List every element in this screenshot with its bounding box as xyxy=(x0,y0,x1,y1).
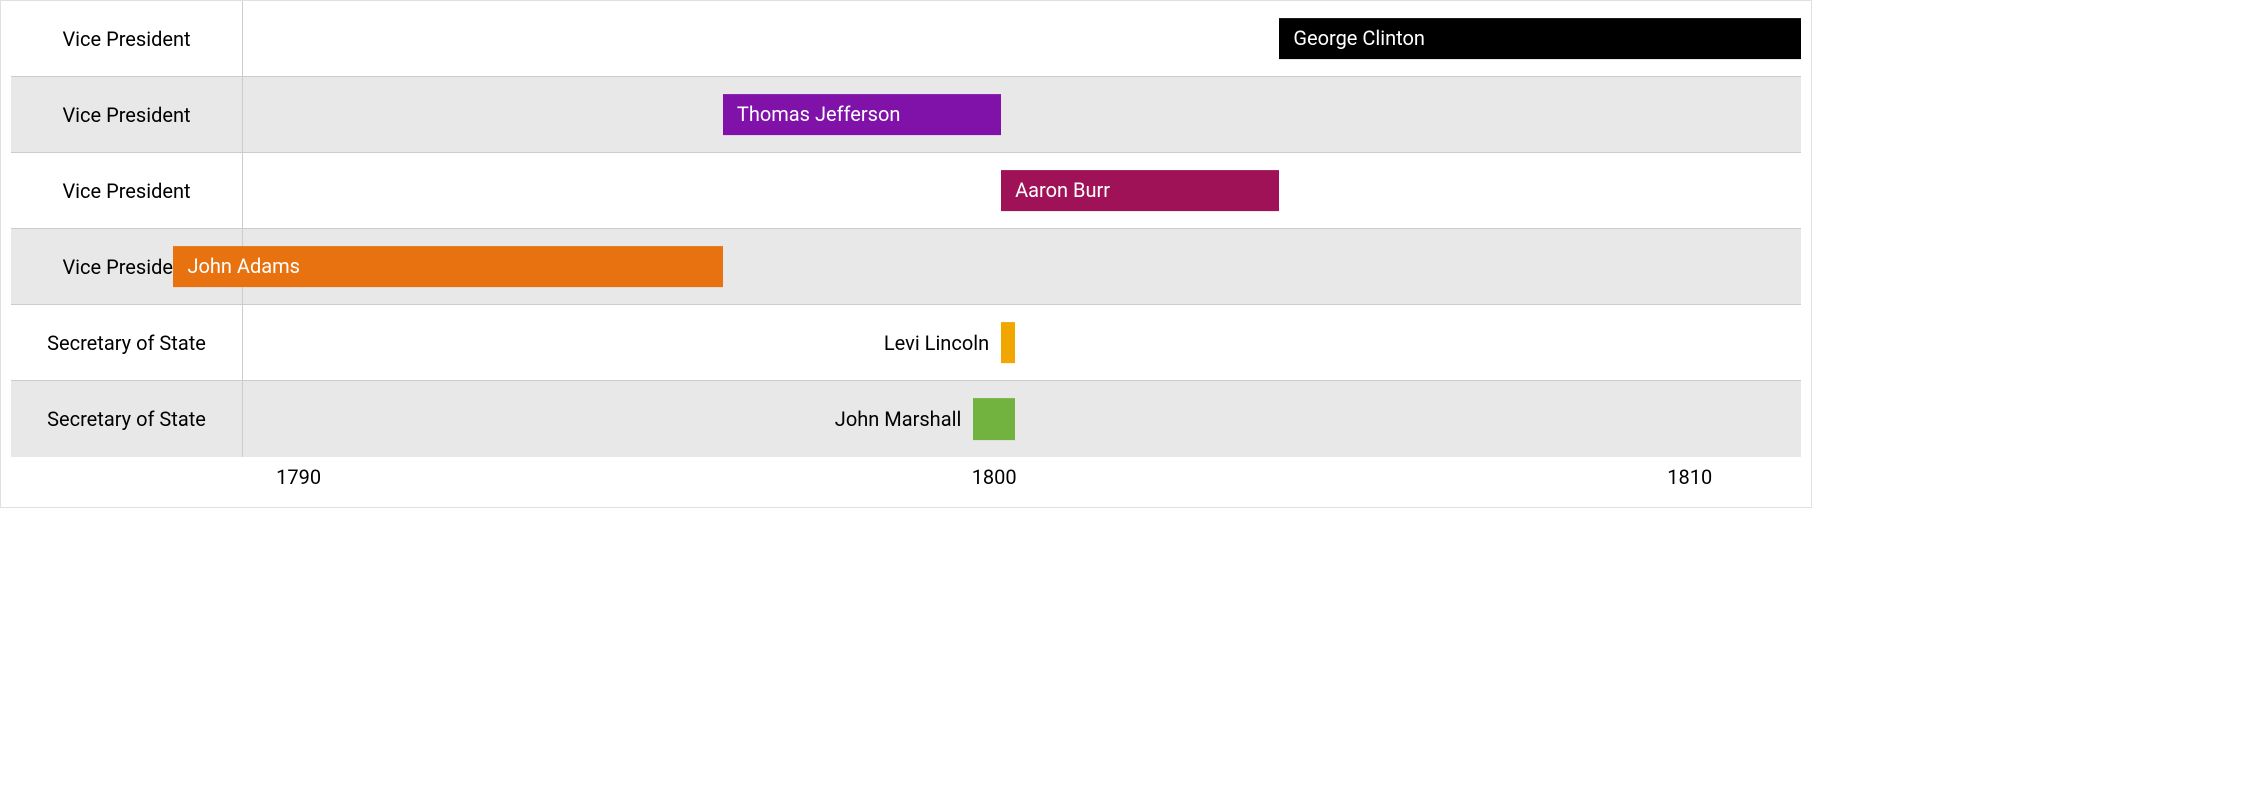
timeline-chart: Vice PresidentGeorge ClintonVice Preside… xyxy=(0,0,1812,508)
bar-label: Thomas Jefferson xyxy=(737,102,901,126)
timeline-row: Vice PresidentJohn Adams xyxy=(11,229,1801,305)
timeline-bar[interactable] xyxy=(973,398,1015,440)
timeline-row: Secretary of State John Marshall xyxy=(11,381,1801,457)
row-track: George Clinton xyxy=(243,1,1801,76)
chart-rows: Vice PresidentGeorge ClintonVice Preside… xyxy=(11,1,1801,457)
row-label: Secretary of State xyxy=(11,305,243,380)
row-track: John Marshall xyxy=(243,381,1801,457)
row-label: Vice President xyxy=(11,153,243,228)
timeline-bar[interactable] xyxy=(1001,322,1015,364)
row-track: Levi Lincoln xyxy=(243,305,1801,380)
x-tick-label: 1800 xyxy=(972,465,1017,489)
bar-label: John Marshall xyxy=(835,407,974,431)
timeline-row: Vice President Thomas Jefferson xyxy=(11,77,1801,153)
row-label: Secretary of State xyxy=(11,381,243,457)
bar-label: John Adams xyxy=(187,254,300,278)
timeline-row: Secretary of State Levi Lincoln xyxy=(11,305,1801,381)
row-label: Vice President xyxy=(11,77,243,152)
timeline-row: Vice President Aaron Burr xyxy=(11,153,1801,229)
timeline-bar[interactable]: John Adams xyxy=(173,246,722,288)
timeline-row: Vice President George Clinton xyxy=(11,1,1801,77)
timeline-bar[interactable]: Thomas Jefferson xyxy=(723,94,1001,136)
row-track: John Adams xyxy=(243,229,1801,304)
row-label: Vice President xyxy=(11,1,243,76)
row-track: Thomas Jefferson xyxy=(243,77,1801,152)
x-tick-label: 1790 xyxy=(276,465,321,489)
row-track: Aaron Burr xyxy=(243,153,1801,228)
timeline-bar[interactable]: George Clinton xyxy=(1279,18,1801,60)
bar-label: Levi Lincoln xyxy=(884,331,1001,355)
timeline-bar[interactable]: Aaron Burr xyxy=(1001,170,1279,212)
x-axis: 1790 1800 1810 xyxy=(243,457,1801,507)
bar-label: George Clinton xyxy=(1293,26,1425,50)
x-tick-label: 1810 xyxy=(1667,465,1712,489)
bar-label: Aaron Burr xyxy=(1015,178,1110,202)
